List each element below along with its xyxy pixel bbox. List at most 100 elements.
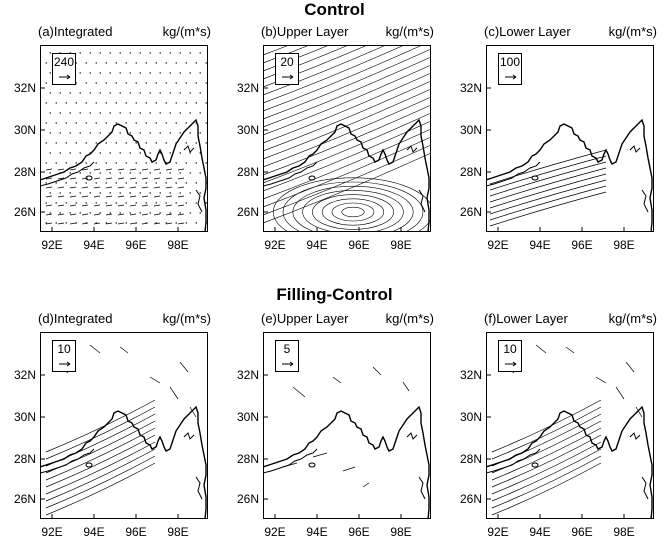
vector-dot — [205, 142, 207, 144]
vector-dot — [199, 72, 201, 74]
vector-dot — [75, 182, 77, 184]
flow-arrow — [149, 376, 161, 384]
vector-dot — [99, 72, 101, 74]
reference-arrow-icon — [282, 74, 294, 80]
coastline — [264, 405, 430, 518]
flow-arrow — [165, 222, 173, 225]
vector-dot — [165, 222, 167, 224]
vector-dot — [119, 72, 121, 74]
vector-dot — [179, 172, 181, 174]
streamline — [45, 462, 156, 516]
vector-dot — [129, 72, 131, 74]
vector-dot — [165, 102, 167, 104]
coastline — [487, 118, 653, 231]
flow-arrow — [141, 186, 149, 189]
vector-dot — [185, 122, 187, 124]
vector-dot — [199, 192, 201, 194]
vector-dot — [179, 212, 181, 214]
vector-dot — [210, 52, 211, 53]
flow-arrow — [165, 195, 173, 198]
vector-dot — [149, 152, 151, 154]
vector-dot — [69, 112, 71, 114]
lat-tick-label: 28N — [14, 165, 36, 179]
flow-arrow — [153, 177, 161, 180]
flow-arrow — [45, 213, 53, 216]
vector-dot — [45, 162, 47, 164]
flow-arrow — [69, 213, 77, 216]
flow-arrow — [177, 222, 185, 225]
vector-dot — [95, 162, 97, 164]
vector-dot — [139, 192, 141, 194]
vector-dot — [145, 122, 147, 124]
panel-label: (e)Upper Layer — [261, 311, 349, 326]
vector-dot — [65, 142, 67, 144]
vector-dot — [75, 122, 77, 124]
vector-dot — [205, 202, 207, 204]
vector-dot — [159, 92, 161, 94]
streamline — [489, 155, 607, 191]
vector-dot — [109, 192, 111, 194]
flow-arrow — [129, 222, 137, 225]
lon-tick-label: 94E — [83, 525, 104, 539]
vector-dot — [119, 112, 121, 114]
streamline — [341, 206, 365, 218]
streamline — [264, 129, 430, 199]
vector-field — [45, 52, 211, 225]
vector-dot — [49, 192, 51, 194]
streamline — [489, 149, 607, 185]
vector-dot — [159, 192, 161, 194]
lon-tick-label: 92E — [41, 238, 62, 252]
panel-c: (c)Lower Layer kg/(m*s) 92E 94E 96E 98E 32N 3… — [446, 0, 669, 270]
vector-dot — [95, 142, 97, 144]
lat-tick-label: 26N — [14, 205, 36, 219]
flow-arrow — [93, 186, 101, 189]
vector-dot — [109, 92, 111, 94]
vector-dot — [210, 132, 211, 133]
vector-dot — [69, 152, 71, 154]
lon-tick-label: 94E — [83, 238, 104, 252]
reference-vector-value: 100 — [499, 55, 521, 69]
vector-dot — [169, 172, 171, 174]
streamline — [264, 113, 430, 183]
vector-dot — [210, 212, 211, 213]
streamline — [491, 413, 602, 467]
flow-arrow — [141, 213, 149, 216]
vector-dot — [149, 132, 151, 134]
vector-dot — [179, 152, 181, 154]
flow-arrow — [141, 168, 149, 171]
vector-dot — [79, 132, 81, 134]
vector-dot — [55, 202, 57, 204]
reference-vector-box: 5 — [275, 340, 299, 372]
vector-dot — [205, 62, 207, 64]
lon-tick-label: 94E — [529, 238, 550, 252]
vector-dot — [189, 52, 191, 54]
lat-tick-label: 28N — [237, 165, 259, 179]
vector-dot — [195, 182, 197, 184]
flow-arrow — [635, 406, 643, 418]
vector-dot — [105, 122, 107, 124]
vector-field — [282, 366, 410, 488]
lon-tick-label: 92E — [487, 525, 508, 539]
vector-dot — [59, 212, 61, 214]
vector-dot — [195, 82, 197, 84]
vector-dot — [99, 132, 101, 134]
vector-dot — [125, 142, 127, 144]
lon-tick-label: 92E — [41, 525, 62, 539]
vector-dot — [139, 132, 141, 134]
coastline — [41, 118, 207, 231]
flow-arrow — [165, 177, 173, 180]
vector-dot — [139, 172, 141, 174]
vector-dot — [189, 212, 191, 214]
vector-field — [45, 344, 197, 516]
vector-dot — [45, 62, 47, 64]
vector-dot — [149, 112, 151, 114]
vector-dot — [149, 52, 151, 54]
vector-dot — [109, 172, 111, 174]
lon-tick-label: 92E — [487, 238, 508, 252]
flow-arrow — [153, 213, 161, 216]
vector-dot — [125, 62, 127, 64]
vector-dot — [65, 122, 67, 124]
flow-arrow — [129, 168, 137, 171]
panel-unit: kg/(m*s) — [162, 24, 211, 39]
flow-arrow — [372, 366, 382, 376]
